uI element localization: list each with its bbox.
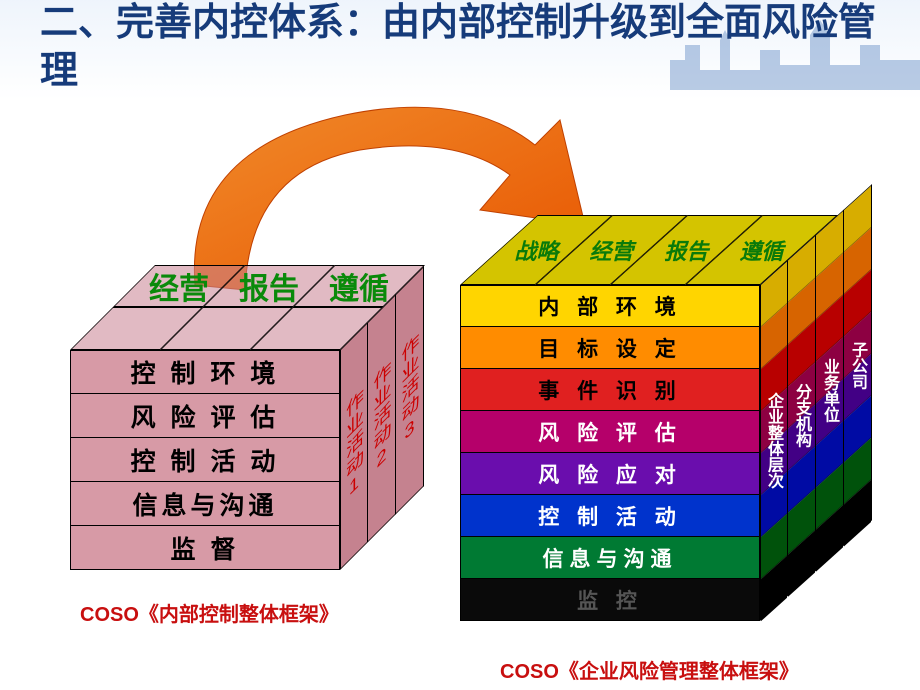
cube2-row: 内 部 环 境: [460, 285, 760, 327]
cube1-row: 风 险 评 估: [70, 394, 340, 438]
cube2-row: 监 控: [460, 579, 760, 621]
cube1-side-col: 作业活动3: [396, 266, 424, 514]
cube1-side-col: 作业活动2: [368, 294, 396, 542]
cube2-row: 目 标 设 定: [460, 327, 760, 369]
cube1-row: 控 制 活 动: [70, 438, 340, 482]
cube1-row: 控 制 环 境: [70, 350, 340, 394]
cube1-front: 控 制 环 境风 险 评 估控 制 活 动信息与沟通监 督: [70, 350, 340, 570]
cube2-row: 信息与沟通: [460, 537, 760, 579]
cube2-row: 风 险 应 对: [460, 453, 760, 495]
cube1-row: 监 督: [70, 526, 340, 570]
cube2-row: 风 险 评 估: [460, 411, 760, 453]
cube2-row: 控 制 活 动: [460, 495, 760, 537]
cube2-row: 事 件 识 别: [460, 369, 760, 411]
cube1-side-col: 作业活动1: [340, 322, 368, 570]
caption-internal-control: COSO《内部控制整体框架》: [80, 598, 339, 627]
caption-erm: COSO《企业风险管理整体框架》: [500, 655, 799, 684]
cube2-side-col: 子公司: [844, 184, 872, 545]
cube2-side-col: 分支机构: [788, 235, 816, 596]
cube2-side-col: 业务单位: [816, 209, 844, 570]
page-title: 二、完善内控体系：由内部控制升级到全面风险管理: [40, 0, 880, 95]
cube1-row: 信息与沟通: [70, 482, 340, 526]
cube2-front: 内 部 环 境目 标 设 定事 件 识 别风 险 评 估风 险 应 对控 制 活…: [460, 285, 760, 621]
cube2-side-col: 企业整体层次: [760, 260, 788, 621]
